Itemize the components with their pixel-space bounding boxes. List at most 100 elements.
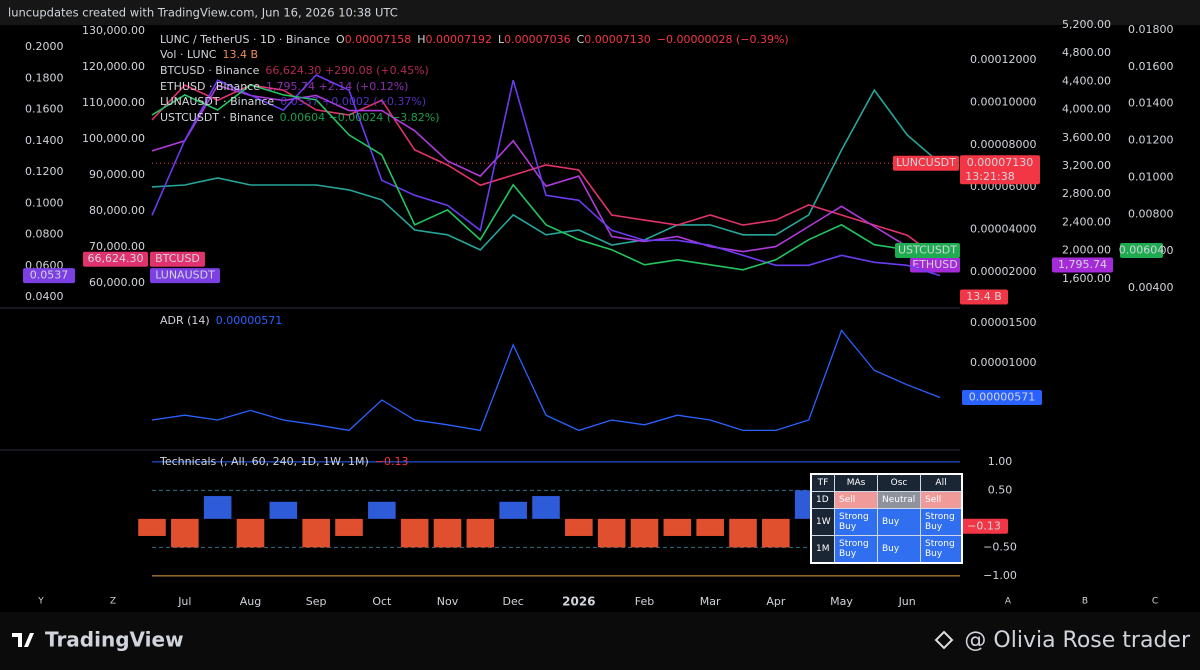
series-name-tag: ETHUSD bbox=[912, 258, 957, 271]
x-tick-label: Apr bbox=[766, 595, 786, 608]
technicals-bar bbox=[466, 518, 495, 548]
ohlc-key: C bbox=[577, 33, 585, 46]
price-tag-bg bbox=[1120, 242, 1163, 258]
pane-title: Technicals (, All, 60, 240, 1D, 1W, 1M) bbox=[159, 455, 369, 468]
axis-button: A bbox=[1005, 597, 1012, 607]
legend-line: LUNC / TetherUS · 1D · Binance O0.0000715… bbox=[160, 33, 789, 46]
y-tick-label: 0.1600 bbox=[25, 103, 64, 116]
price-line bbox=[151, 88, 941, 251]
table-cell: Sell bbox=[920, 491, 963, 509]
legend-value: 0.0537 +0.0002 (+0.37%) bbox=[280, 95, 426, 108]
pane-title: ADR (14) bbox=[160, 314, 210, 327]
legend-line: BTCUSD · Binance 66,624.30 +290.08 (+0.45… bbox=[160, 64, 429, 77]
adr-tag: 0.00000571 bbox=[969, 391, 1035, 404]
y-tick-label: 0.01600 bbox=[1128, 60, 1174, 73]
price-tag: 1,795.74 bbox=[1058, 258, 1107, 271]
x-tick-label: Nov bbox=[437, 595, 459, 608]
series-name-tag-bg bbox=[910, 257, 960, 273]
y-tick-label: 0.0800 bbox=[25, 228, 64, 241]
adr-tag-bg bbox=[962, 390, 1042, 406]
technicals-bar bbox=[565, 518, 593, 536]
technicals-bar bbox=[236, 518, 265, 548]
legend-value: 1,795.74 +2.14 (+0.12%) bbox=[266, 80, 408, 93]
technicals-bar bbox=[663, 518, 692, 536]
table-cell: 1W bbox=[810, 508, 835, 536]
y-tick-label: 110,000.00 bbox=[82, 96, 145, 109]
x-tick-label: 2026 bbox=[562, 595, 595, 609]
price-tag-bg bbox=[83, 251, 148, 267]
series-name-tag-bg bbox=[150, 251, 205, 267]
table-header-row: TF MAs Osc All bbox=[810, 473, 963, 492]
y-tick-label: 4,800.00 bbox=[1062, 46, 1111, 59]
table-cell: 1M bbox=[810, 535, 835, 564]
axis-button: Z bbox=[110, 597, 116, 607]
y-tick-label: 4,000.00 bbox=[1062, 103, 1111, 116]
table-header-cell: MAs bbox=[834, 473, 878, 492]
price-tag-bg bbox=[23, 268, 75, 284]
caption-bar bbox=[0, 0, 1200, 25]
technicals-tag-bg bbox=[960, 518, 1008, 534]
series-name-tag-bg bbox=[893, 155, 959, 171]
table-cell: Strong Buy bbox=[834, 535, 878, 564]
y-tick-label: 90,000.00 bbox=[89, 168, 145, 181]
y-tick-label: 0.1800 bbox=[25, 71, 64, 84]
technicals-bar bbox=[269, 501, 298, 519]
technicals-bar bbox=[302, 518, 330, 548]
ohlc-value: 0.00007036 bbox=[504, 33, 570, 46]
pane-legend: ADR (14) 0.00000571 bbox=[160, 314, 282, 327]
x-tick-label: Mar bbox=[700, 595, 721, 608]
ohlc-key: O bbox=[336, 33, 345, 46]
pane-value: 0.00000571 bbox=[216, 314, 282, 327]
y-tick-label: 0.00002000 bbox=[970, 265, 1036, 278]
y-tick-label: 0.00001000 bbox=[970, 356, 1036, 369]
series-name-tag: LUNCUSDT bbox=[896, 156, 956, 169]
ohlc-value: 0.00007158 bbox=[345, 33, 411, 46]
y-tick-label: 0.00010000 bbox=[970, 95, 1036, 108]
price-line bbox=[151, 74, 941, 277]
x-tick-label: Dec bbox=[503, 595, 524, 608]
table-cell: Strong Buy bbox=[920, 508, 963, 536]
technicals-bar bbox=[597, 518, 626, 548]
series-name-tag: BTCUSD bbox=[155, 252, 200, 265]
y-tick-label: 0.2000 bbox=[25, 40, 64, 53]
series-name-tag-bg bbox=[150, 268, 220, 284]
price-tag-bg bbox=[960, 155, 1040, 185]
legend-line: USTCUSDT · Binance 0.00604 −0.00024 (−3.8… bbox=[160, 111, 440, 124]
y-tick-label: −0.50 bbox=[983, 540, 1017, 553]
technicals-bar bbox=[532, 496, 560, 519]
y-tick-label: 0.01800 bbox=[1128, 23, 1174, 36]
price-tag-bg bbox=[1052, 257, 1113, 273]
y-tick-label: 120,000.00 bbox=[82, 60, 145, 73]
y-tick-label: 5,200.00 bbox=[1062, 18, 1111, 31]
y-tick-label: 0.1200 bbox=[25, 165, 64, 178]
legend-name: ETHUSD · Binance bbox=[160, 80, 260, 93]
technicals-bar bbox=[433, 518, 462, 548]
series-name-tag-bg bbox=[895, 242, 960, 258]
y-tick-label: 100,000.00 bbox=[82, 132, 145, 145]
technicals-tag: −0.13 bbox=[967, 519, 1001, 532]
y-tick-label: 0.00400 bbox=[1128, 281, 1174, 294]
legend-name: USTCUSDT · Binance bbox=[160, 111, 274, 124]
volume-tag-bg bbox=[960, 289, 1008, 305]
y-tick-label: 130,000.00 bbox=[82, 24, 145, 37]
volume-tag: 13.4 B bbox=[966, 290, 1002, 303]
x-tick-label: Sep bbox=[306, 595, 327, 608]
technicals-bar bbox=[203, 496, 232, 519]
technicals-table: TF MAs Osc All 1D Sell Neutral Sell 1W Strong Buy… bbox=[810, 473, 963, 564]
technicals-bar bbox=[335, 518, 363, 536]
y-tick-label: 0.0400 bbox=[25, 290, 64, 303]
table-cell: Strong Buy bbox=[920, 535, 963, 564]
table-row: 1W Strong Buy Buy Strong Buy bbox=[810, 508, 963, 536]
watermark: @ Olivia Rose trader bbox=[964, 628, 1191, 653]
price-line bbox=[151, 84, 941, 266]
brand-logo bbox=[12, 633, 34, 647]
table-header-cell: TF bbox=[810, 473, 835, 492]
y-tick-label: 0.01000 bbox=[1128, 170, 1174, 183]
y-tick-label: 4,400.00 bbox=[1062, 74, 1111, 87]
legend-name: LUNAUSDT · Binance bbox=[160, 95, 274, 108]
technicals-bar bbox=[696, 518, 724, 536]
x-tick-label: Oct bbox=[372, 595, 392, 608]
legend-change: −0.00000028 (−0.39%) bbox=[657, 33, 789, 46]
